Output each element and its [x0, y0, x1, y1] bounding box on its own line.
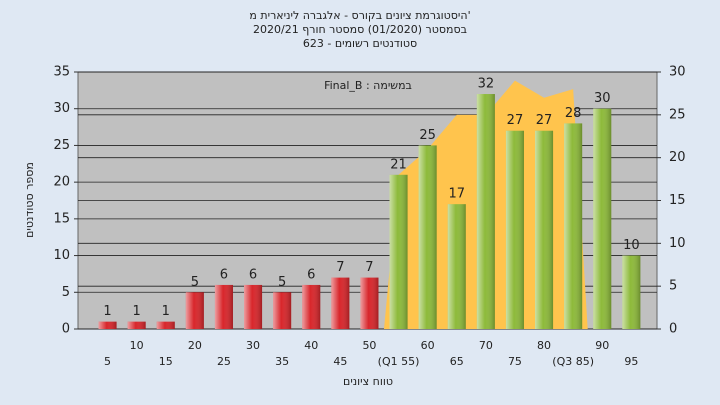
title-line: בסמסטר (01/2020) סמסטר חורף 2020/21 — [253, 23, 467, 36]
x-tick-label: 5 — [104, 355, 111, 368]
x-axis-label: טווח ציונים — [343, 375, 393, 388]
y2-tick-label: 15 — [669, 193, 686, 208]
bar-shade — [593, 108, 612, 329]
bar-shade — [389, 174, 408, 329]
x-tick-label: 45 — [333, 355, 347, 368]
y-tick-label: 5 — [62, 285, 70, 300]
bar-shade — [331, 277, 350, 329]
x-tick-label: 75 — [508, 355, 522, 368]
bar-shade — [535, 130, 554, 329]
data-label: 30 — [594, 91, 611, 106]
bar-shade — [127, 321, 146, 329]
y-tick-label: 0 — [62, 322, 70, 337]
data-label: 1 — [133, 304, 141, 319]
data-label: 27 — [536, 113, 553, 128]
y2-tick-label: 0 — [669, 322, 677, 337]
y2-tick-label: 20 — [669, 150, 686, 165]
bar-shade — [622, 255, 641, 329]
x-tick-label: 95 — [624, 355, 638, 368]
y-tick-label: 30 — [53, 101, 70, 116]
data-label: 21 — [390, 157, 407, 172]
data-label: 32 — [478, 77, 495, 92]
y-tick-label: 35 — [53, 65, 70, 80]
data-label: 7 — [365, 260, 373, 275]
y-axis-label: מספר סטודנטים — [23, 162, 36, 238]
x-tick-label: 80 — [537, 339, 551, 352]
x-tick-label: (Q1 55) — [378, 355, 420, 368]
bar-shade — [476, 94, 495, 330]
data-label: 6 — [307, 267, 315, 282]
bar-shade — [505, 130, 524, 329]
title-line: היסטוגרמת ציונים בקורס - אלגברה ליניארית… — [249, 9, 470, 22]
data-label: 5 — [191, 275, 199, 290]
x-tick-label: 50 — [362, 339, 376, 352]
x-tick-label: 20 — [188, 339, 202, 352]
y-tick-label: 15 — [53, 211, 70, 226]
bar-shade — [156, 321, 175, 329]
y-tick-label: 25 — [53, 138, 70, 153]
data-label: 25 — [419, 128, 436, 143]
x-tick-label: 10 — [130, 339, 144, 352]
x-tick-label: (Q3 85) — [552, 355, 594, 368]
y2-tick-label: 25 — [669, 107, 686, 122]
data-label: 28 — [565, 106, 582, 121]
bar-shade — [185, 292, 204, 329]
title-line: סטודנטים רשומים - 623 — [303, 37, 417, 50]
data-label: 17 — [448, 187, 465, 202]
x-tick-label: 70 — [479, 339, 493, 352]
data-label: 27 — [507, 113, 524, 128]
bar-shade — [214, 284, 233, 329]
bar-shade — [98, 321, 117, 329]
data-label: 5 — [278, 275, 286, 290]
data-label: 6 — [249, 267, 257, 282]
bar-shade — [273, 292, 292, 329]
x-tick-label: 30 — [246, 339, 260, 352]
x-tick-label: 25 — [217, 355, 231, 368]
x-tick-label: 40 — [304, 339, 318, 352]
x-tick-label: 60 — [421, 339, 435, 352]
bar-shade — [418, 145, 437, 329]
bar-shade — [564, 123, 583, 330]
bar-shade — [244, 284, 263, 329]
data-label: 1 — [103, 304, 111, 319]
bar-shade — [302, 284, 321, 329]
annotation: Final_B : במשימה — [324, 79, 412, 92]
bar-shade — [360, 277, 379, 329]
bar-shade — [447, 204, 466, 329]
y2-tick-label: 10 — [669, 236, 686, 251]
data-label: 7 — [336, 260, 344, 275]
y-tick-label: 10 — [53, 248, 70, 263]
x-tick-label: 65 — [450, 355, 464, 368]
y2-tick-label: 5 — [669, 279, 677, 294]
y-tick-label: 20 — [53, 175, 70, 190]
data-label: 1 — [162, 304, 170, 319]
data-label: 10 — [623, 238, 640, 253]
x-tick-label: 15 — [159, 355, 173, 368]
x-tick-label: 90 — [595, 339, 609, 352]
y2-tick-label: 30 — [669, 65, 686, 80]
x-tick-label: 35 — [275, 355, 289, 368]
data-label: 6 — [220, 267, 228, 282]
